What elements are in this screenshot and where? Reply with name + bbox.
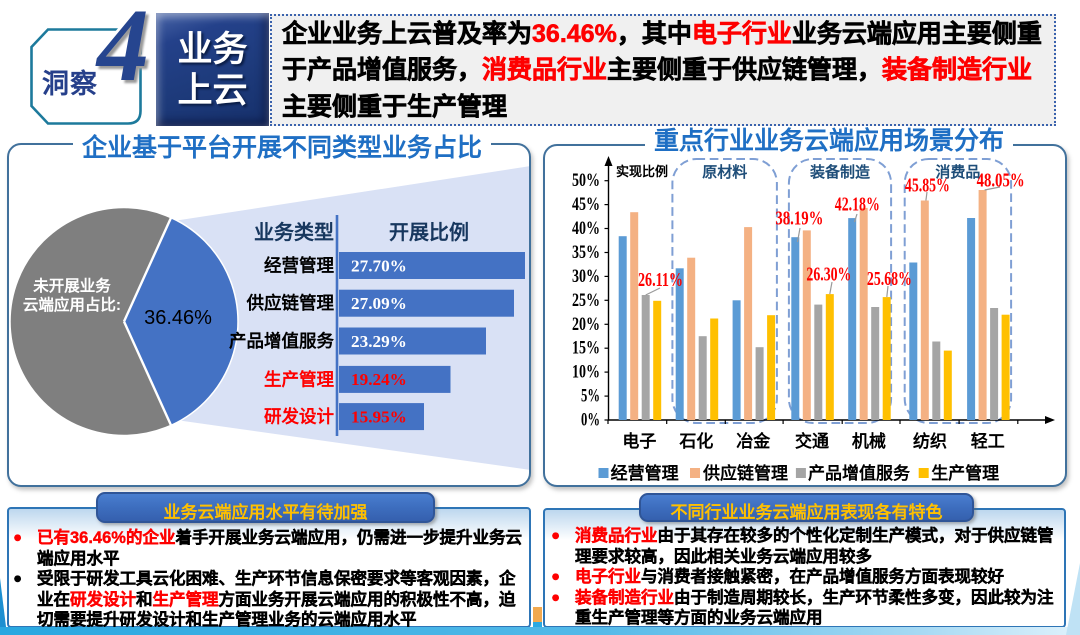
svg-text:25%: 25% <box>572 290 600 311</box>
svg-text:26.11%: 26.11% <box>638 269 683 291</box>
svg-text:生产管理: 生产管理 <box>931 463 999 483</box>
svg-text:冶金: 冶金 <box>736 431 771 451</box>
svg-text:15.95%: 15.95% <box>351 407 407 426</box>
svg-text:30%: 30% <box>572 266 600 287</box>
svg-text:消费品: 消费品 <box>935 163 980 181</box>
svg-text:装备制造: 装备制造 <box>809 163 870 181</box>
svg-text:供应链管理: 供应链管理 <box>246 293 335 313</box>
svg-text:15%: 15% <box>572 338 600 359</box>
svg-text:23.29%: 23.29% <box>351 332 407 351</box>
svg-text:经营管理: 经营管理 <box>264 256 334 276</box>
svg-text:5%: 5% <box>581 386 600 407</box>
svg-text:27.09%: 27.09% <box>351 294 407 313</box>
svg-text:开展比例: 开展比例 <box>389 220 469 244</box>
svg-text:云端应用占比:: 云端应用占比: <box>23 295 121 314</box>
svg-text:10%: 10% <box>572 362 600 383</box>
svg-text:生产管理: 生产管理 <box>264 369 334 389</box>
svg-text:研发设计: 研发设计 <box>264 407 334 427</box>
svg-text:业务类型: 业务类型 <box>254 220 334 244</box>
svg-text:供应链管理: 供应链管理 <box>702 463 788 483</box>
svg-text:50%: 50% <box>572 170 600 191</box>
svg-text:经营管理: 经营管理 <box>611 463 679 483</box>
svg-text:45%: 45% <box>572 194 600 215</box>
svg-text:交通: 交通 <box>795 431 829 451</box>
svg-text:机械: 机械 <box>852 431 886 451</box>
svg-text:48.05%: 48.05% <box>977 170 1025 192</box>
svg-text:产品增值服务: 产品增值服务 <box>229 331 334 351</box>
svg-text:电子: 电子 <box>622 431 656 451</box>
svg-text:25.68%: 25.68% <box>867 268 912 290</box>
svg-text:实现比例: 实现比例 <box>616 164 668 179</box>
svg-text:42.18%: 42.18% <box>835 194 880 216</box>
svg-text:35%: 35% <box>572 242 600 263</box>
svg-text:轻工: 轻工 <box>971 431 1005 451</box>
svg-text:纺织: 纺织 <box>913 431 947 451</box>
svg-text:26.30%: 26.30% <box>806 264 851 286</box>
svg-text:19.24%: 19.24% <box>351 370 407 389</box>
svg-text:20%: 20% <box>572 314 600 335</box>
svg-text:原材料: 原材料 <box>702 163 747 181</box>
svg-text:石化: 石化 <box>678 431 713 451</box>
svg-text:0%: 0% <box>581 410 600 431</box>
svg-text:40%: 40% <box>572 218 600 239</box>
svg-text:未开展业务: 未开展业务 <box>32 276 111 295</box>
svg-text:38.19%: 38.19% <box>775 208 823 230</box>
svg-text:45.85%: 45.85% <box>905 175 950 197</box>
svg-text:36.46%: 36.46% <box>144 307 212 329</box>
svg-text:产品增值服务: 产品增值服务 <box>808 463 911 483</box>
svg-text:27.70%: 27.70% <box>351 256 407 275</box>
